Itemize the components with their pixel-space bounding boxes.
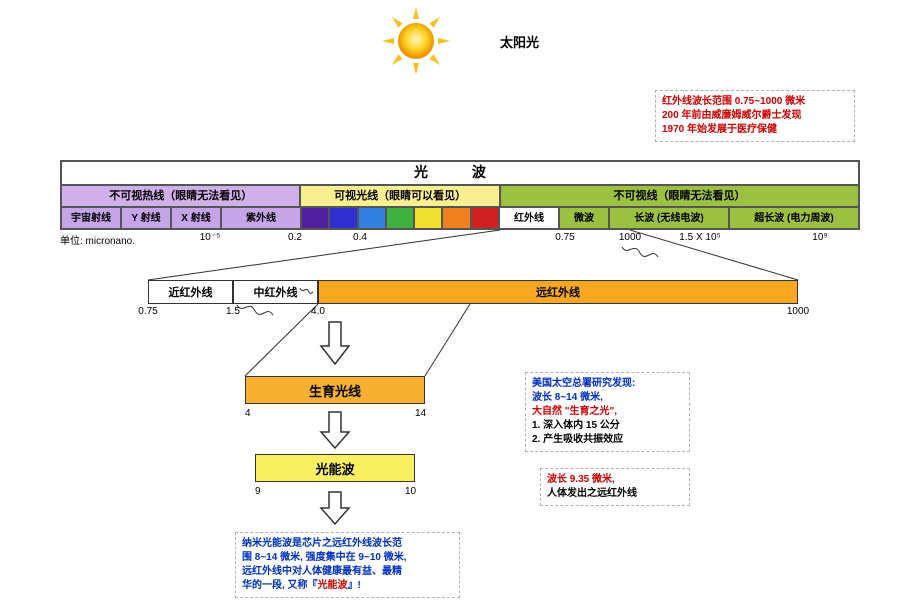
ir-scale-label: 0.75 [138,306,157,317]
spectrum-header: 光 波 [61,161,859,185]
spectrum-color-indigo [329,207,357,229]
scale-label: 1000 [619,232,641,243]
spectrum-table: 光 波 不可视热线（眼睛无法看见）可视光线（眼睛可以看见）不可视线（眼睛无法看见… [60,160,860,230]
spectrum-color-yellow [414,207,442,229]
wave-icon-2 [235,303,275,323]
scale-label: 1.5 X 10⁵ [679,232,720,243]
scale-label: 10⁹ [812,232,827,243]
ir-row: 近红外线中红外线远红外线 [148,280,798,304]
spectrum-color-violet [301,207,329,229]
unit-label: 单位: micronano. [60,232,135,247]
spectrum-row1-cell: 不可视热线（眼睛无法看见） [61,185,300,207]
spectrum-row2-cell: 紫外线 [221,207,301,229]
ir-cell: 近红外线 [148,280,233,304]
sun-icon [380,5,452,77]
scale-label: 10⁻⁵ [200,232,221,243]
title-label: 太阳光 [500,32,539,51]
growth-left-label: 4 [245,408,251,419]
scale-label: 0.2 [288,232,302,243]
ir-cell: 远红外线 [318,280,798,304]
scale-label: 0.75 [555,232,574,243]
light-energy-box-label: 光能波 [315,459,354,478]
ir-scale-label: 1000 [787,306,809,317]
arrow-down-1 [315,318,355,368]
spectrum-color-green [386,207,414,229]
note-2: 美国太空总署研究发现: 波长 8~14 微米, 大自然 "生育之光", 1. 深… [525,372,690,452]
spectrum-row1-cell: 不可视线（眼睛无法看见） [500,185,859,207]
note-3: 波长 9.35 微米, 人体发出之远红外线 [540,468,690,506]
lightenergy-right-label: 10 [405,486,416,497]
spectrum-color-orange [442,207,470,229]
wave-icon-1 [620,245,660,267]
ir-scale-label: 1.5 [226,306,240,317]
note-1: 红外线波长范围 0.75~1000 微米 200 年前由威廉姆威尔爵士发现 19… [655,90,855,142]
spectrum-row2-cell: 长波 (无线电波) [609,207,729,229]
spectrum-row1-cell: 可视光线（眼睛可以看见） [300,185,500,207]
spectrum-row2-cell: X 射线 [171,207,221,229]
lightenergy-left-label: 9 [255,486,261,497]
ir-cell: 中红外线 [233,280,318,304]
arrow-down-2 [315,408,355,452]
note-4: 纳米光能波是芯片之远红外线波长范 围 8~14 微米, 强度集中在 9~10 微… [235,532,460,598]
growth-box-label: 生育光线 [309,381,361,400]
arrow-down-3 [315,488,355,528]
spectrum-row2-cell: Y 射线 [121,207,171,229]
growth-box: 生育光线 [245,376,425,404]
spectrum-row2-cell: 微波 [559,207,609,229]
light-energy-box: 光能波 [255,454,415,482]
growth-right-label: 14 [415,408,426,419]
spectrum-row2-cell: 宇宙射线 [61,207,121,229]
spectrum-color-blue [358,207,386,229]
ir-scale-label: 4.0 [311,306,325,317]
spectrum-row2-cell: 红外线 [499,207,559,229]
scale-label: 0.4 [353,232,367,243]
spectrum-row2-cell: 超长波 (电力周波) [729,207,859,229]
spectrum-color-red [471,207,499,229]
